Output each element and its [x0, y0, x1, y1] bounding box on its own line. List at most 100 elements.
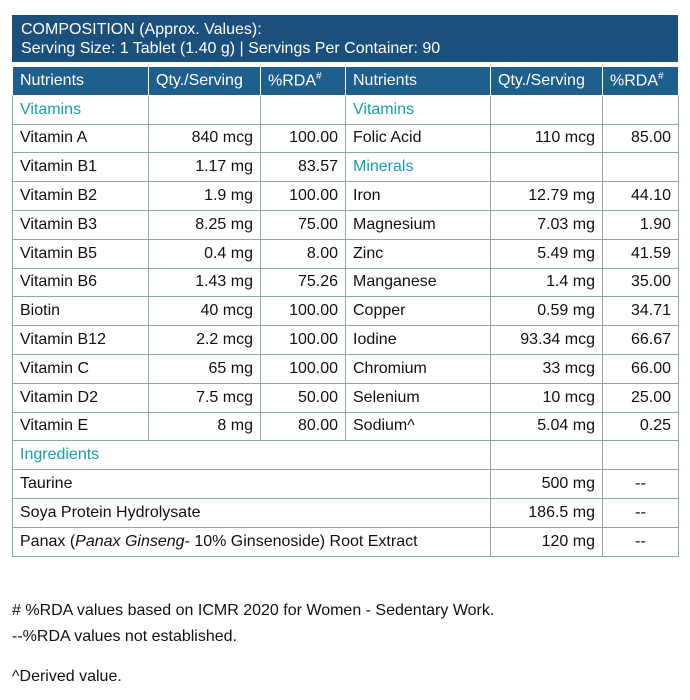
nutrient-rda: 25.00 — [602, 382, 679, 413]
nutrient-qty: 1.9 mg — [148, 181, 261, 211]
nutrient-name: Iron — [345, 181, 491, 211]
nutrient-row: Vitamin B12 2.2 mcg 100.00 Iodine 93.34 mcg 6… — [12, 325, 679, 355]
nutrient-name: Vitamin C — [12, 353, 149, 384]
ingredient-rda: -- — [602, 497, 679, 528]
nutrient-qty: 7.03 mg — [490, 209, 603, 240]
nutrient-rda: 75.00 — [260, 209, 346, 240]
nutrient-name: Vitamin B12 — [12, 325, 149, 355]
nutrient-row: Biotin 40 mcg 100.00 Copper 0.59 mg 34.71 — [12, 296, 679, 327]
nutrient-qty: 0.4 mg — [148, 238, 261, 269]
ingredient-name-part: - 10% Ginsenoside) Root Extract — [184, 532, 418, 550]
nutrient-rda: 100.00 — [260, 296, 346, 327]
nutrient-row: Vitamin A 840 mcg 100.00 Folic Acid 110 mcg 8… — [12, 123, 679, 154]
column-header-text: Nutrients — [20, 71, 85, 89]
nutrient-name: Biotin — [12, 296, 149, 327]
ingredient-name-part: Soya Protein Hydrolysate — [20, 503, 201, 521]
nutrient-qty: 1.17 mg — [148, 152, 261, 183]
empty-cell — [602, 94, 679, 125]
column-header-text: Qty./Serving — [498, 71, 585, 89]
nutrient-qty: 7.5 mcg — [148, 382, 261, 413]
column-header-text: Qty./Serving — [156, 71, 243, 89]
empty-cell — [148, 94, 261, 125]
footnote: # %RDA values based on ICMR 2020 for Wom… — [12, 602, 495, 619]
column-header: %RDA# — [602, 66, 679, 96]
nutrient-rda: 75.26 — [260, 267, 346, 298]
ingredient-rda: -- — [602, 469, 679, 499]
nutrient-qty: 33 mcg — [490, 353, 603, 384]
ingredient-name: Soya Protein Hydrolysate — [12, 497, 491, 528]
footnote: --%RDA values not established. — [12, 628, 237, 645]
header: COMPOSITION (Approx. Values): Serving Si… — [12, 15, 678, 62]
empty-cell — [260, 94, 346, 125]
nutrient-rda: 35.00 — [602, 267, 679, 298]
ingredient-name: Panax (Panax Ginseng- 10% Ginsenoside) R… — [12, 526, 491, 557]
empty-cell — [490, 440, 603, 471]
serving: Serving Size: 1 Tablet (1.40 g) | Servin… — [21, 40, 441, 57]
section-label: Vitamins — [12, 94, 149, 125]
nutrient-rda: 100.00 — [260, 123, 346, 154]
ingredient-row: Panax (Panax Ginseng- 10% Ginsenoside) R… — [12, 526, 679, 557]
nutrient-rda: 1.90 — [602, 209, 679, 240]
column-header-row: Nutrients Qty./Serving %RDA# Nutrients Qty./… — [12, 66, 679, 96]
nutrient-rda: 66.67 — [602, 325, 679, 355]
footnotes: # %RDA values based on ICMR 2020 for Wom… — [12, 598, 494, 690]
column-header-sup: # — [658, 71, 664, 83]
nutrient-rda: 100.00 — [260, 325, 346, 355]
nutrient-qty: 0.59 mg — [490, 296, 603, 327]
nutrient-rda: 44.10 — [602, 181, 679, 211]
empty-cell — [602, 440, 679, 471]
ingredient-qty: 186.5 mg — [490, 497, 603, 528]
nutrient-qty: 65 mg — [148, 353, 261, 384]
ingredient-row: Soya Protein Hydrolysate 186.5 mg -- — [12, 497, 679, 528]
column-header-text: Nutrients — [353, 71, 418, 89]
nutrient-rda: 66.00 — [602, 353, 679, 384]
nutrient-rda: 0.25 — [602, 411, 679, 442]
nutrient-rda: 50.00 — [260, 382, 346, 413]
nutrient-name: Chromium — [345, 353, 491, 384]
table-body: Vitamins Vitamins Vitamin A 840 mcg 100.00 Fo… — [12, 94, 679, 557]
footnote: ^Derived value. — [12, 668, 122, 685]
ingredient-qty: 120 mg — [490, 526, 603, 557]
nutrient-qty: 840 mcg — [148, 123, 261, 154]
nutrient-qty: 5.04 mg — [490, 411, 603, 442]
nutrient-rda: 41.59 — [602, 238, 679, 269]
column-header: Nutrients — [345, 66, 491, 96]
nutrient-qty: 8.25 mg — [148, 209, 261, 240]
nutrient-name: Vitamin B5 — [12, 238, 149, 269]
nutrient-name: Vitamin E — [12, 411, 149, 442]
nutrient-qty: 12.79 mg — [490, 181, 603, 211]
section-label: Ingredients — [12, 440, 491, 471]
nutrient-row: Vitamin B6 1.43 mg 75.26 Manganese 1.4 mg 35.… — [12, 267, 679, 298]
nutrient-rda: 100.00 — [260, 353, 346, 384]
nutrient-row: Vitamin B5 0.4 mg 8.00 Zinc 5.49 mg 41.59 — [12, 238, 679, 269]
nutrient-name: Zinc — [345, 238, 491, 269]
nutrient-name: Copper — [345, 296, 491, 327]
column-header: Qty./Serving — [490, 66, 603, 96]
ingredient-rda: -- — [602, 526, 679, 557]
nutrient-rda: 100.00 — [260, 181, 346, 211]
column-header-text: %RDA — [610, 72, 659, 90]
section-label: Minerals — [345, 152, 491, 183]
empty-cell — [490, 94, 603, 125]
nutrient-rda: 80.00 — [260, 411, 346, 442]
nutrient-name: Vitamin B1 — [12, 152, 149, 183]
ingredient-name: Taurine — [12, 469, 491, 499]
empty-cell — [602, 152, 679, 183]
nutrient-row: Vitamin B1 1.17 mg 83.57 Minerals — [12, 152, 679, 183]
nutrient-name: Vitamin B3 — [12, 209, 149, 240]
ingredient-name-part: Panax Ginseng — [75, 532, 185, 550]
nutrient-name: Vitamin D2 — [12, 382, 149, 413]
nutrient-name: Magnesium — [345, 209, 491, 240]
nutrient-name: Vitamin B6 — [12, 267, 149, 298]
nutrient-name: Sodium^ — [345, 411, 491, 442]
column-header: Nutrients — [12, 66, 149, 96]
nutrient-qty: 2.2 mcg — [148, 325, 261, 355]
ingredient-qty: 500 mg — [490, 469, 603, 499]
title: COMPOSITION (Approx. Values): — [21, 21, 262, 38]
nutrient-name: Selenium — [345, 382, 491, 413]
nutrient-qty: 1.4 mg — [490, 267, 603, 298]
nutrient-qty: 93.34 mcg — [490, 325, 603, 355]
nutrient-row: Vitamin B2 1.9 mg 100.00 Iron 12.79 mg 44.10 — [12, 181, 679, 211]
nutrient-name: Folic Acid — [345, 123, 491, 154]
